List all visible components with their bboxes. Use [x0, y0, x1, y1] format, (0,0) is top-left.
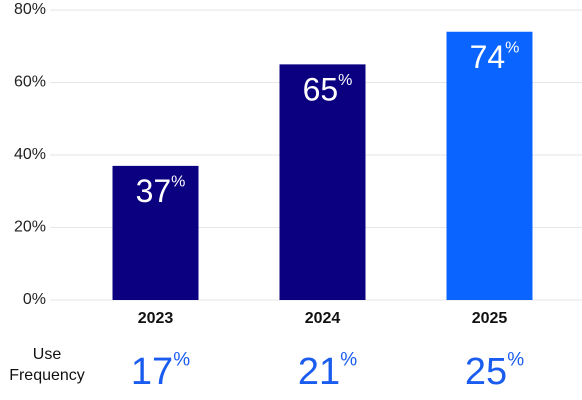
x-tick-label: 2024: [305, 310, 341, 327]
use-frequency-number: 25: [465, 351, 507, 393]
bar: [112, 165, 199, 300]
data-label: 65%: [303, 72, 353, 108]
x-tick-label: 2023: [138, 310, 174, 327]
x-tick-label: 2025: [472, 310, 508, 327]
use-frequency-number: 21: [298, 351, 340, 393]
data-label-unit: %: [505, 40, 519, 57]
data-label: 74%: [470, 39, 520, 75]
data-label: 37%: [136, 173, 186, 209]
y-tick-label: 80%: [14, 1, 46, 18]
use-frequency: 21%: [298, 350, 357, 393]
bar: [446, 31, 533, 300]
data-label-unit: %: [171, 174, 185, 191]
y-tick-label: 0%: [23, 291, 46, 308]
use-frequency-unit: %: [340, 350, 357, 371]
use-frequency-number: 17: [131, 351, 173, 393]
y-tick-label: 40%: [14, 146, 46, 163]
data-label-number: 65: [303, 72, 339, 108]
data-label-number: 74: [470, 39, 506, 75]
use-frequency-label: Use Frequency: [9, 346, 85, 384]
use-frequency-unit: %: [173, 350, 190, 371]
y-tick-label: 20%: [14, 219, 46, 236]
data-label-number: 37: [136, 173, 172, 209]
bar: [279, 64, 366, 300]
use-frequency: 17%: [131, 350, 190, 393]
use-frequency-unit: %: [507, 350, 524, 371]
use-frequency: 25%: [465, 350, 524, 393]
data-label-unit: %: [338, 72, 352, 89]
y-tick-label: 60%: [14, 74, 46, 91]
